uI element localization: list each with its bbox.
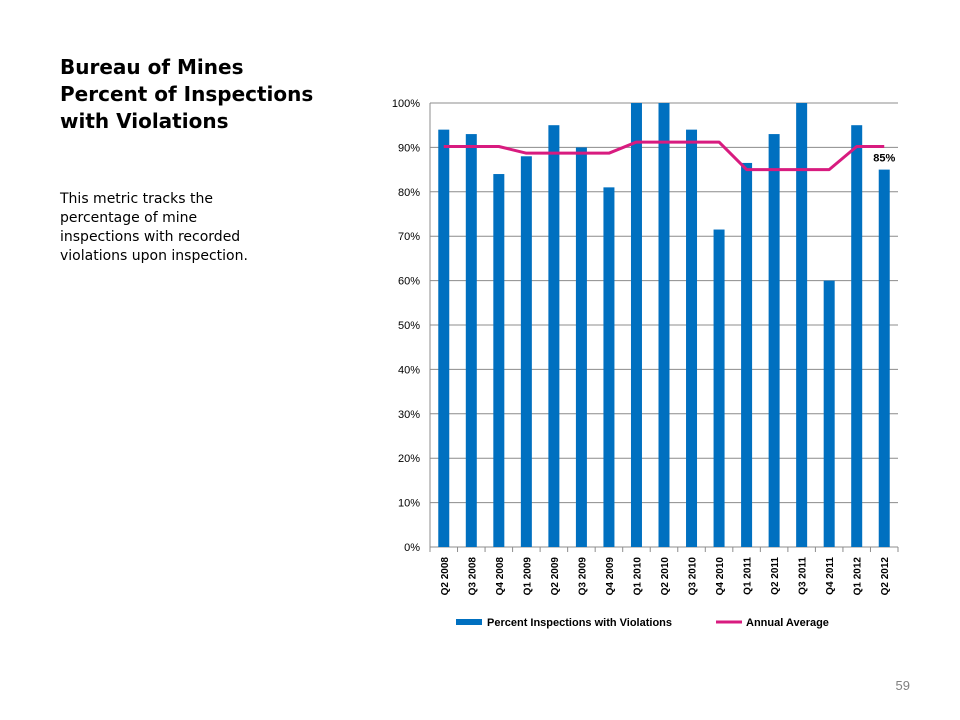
bar — [686, 129, 698, 547]
x-tick-label: Q4 2010 — [715, 557, 726, 596]
x-tick-label: Q2 2011 — [770, 557, 781, 595]
bar — [575, 147, 587, 547]
y-tick-label: 20% — [398, 453, 420, 465]
title-line-1: Bureau of Mines — [60, 55, 244, 79]
bar — [741, 162, 753, 547]
data-label: 85% — [873, 153, 895, 165]
x-tick-label: Q1 2009 — [522, 557, 533, 596]
bar — [465, 134, 477, 547]
slide-title: Bureau of Mines Percent of Inspections w… — [60, 54, 360, 135]
y-tick-label: 80% — [398, 187, 420, 199]
bar — [823, 280, 835, 547]
legend-bar-label: Percent Inspections with Violations — [487, 617, 672, 629]
page-number: 59 — [895, 678, 910, 693]
bar — [851, 125, 863, 547]
bar — [658, 103, 670, 547]
metric-description: This metric tracks the percentage of min… — [60, 191, 248, 264]
bar — [796, 103, 808, 547]
y-tick-label: 100% — [392, 98, 420, 110]
x-tick-label: Q1 2012 — [853, 557, 864, 596]
y-tick-label: 70% — [398, 231, 420, 243]
y-tick-label: 30% — [398, 409, 420, 421]
title-line-3: with Violations — [60, 109, 229, 133]
bar — [630, 103, 642, 547]
bar — [603, 187, 615, 548]
y-tick-label: 40% — [398, 364, 420, 376]
x-tick-label: Q2 2010 — [660, 557, 671, 596]
x-tick-label: Q1 2010 — [632, 557, 643, 596]
x-tick-label: Q1 2011 — [743, 557, 754, 595]
x-tick-label: Q2 2009 — [550, 557, 561, 596]
bar — [768, 134, 780, 547]
x-tick-label: Q3 2008 — [467, 557, 478, 596]
y-tick-label: 60% — [398, 276, 420, 288]
bar — [713, 229, 725, 548]
x-tick-label: Q4 2011 — [825, 557, 836, 595]
bar — [520, 156, 532, 547]
bar — [493, 174, 505, 548]
x-tick-label: Q2 2008 — [440, 557, 451, 596]
x-tick-label: Q4 2009 — [605, 557, 616, 596]
x-tick-label: Q4 2008 — [495, 557, 506, 596]
title-line-2: Percent of Inspections — [60, 82, 314, 106]
x-tick-label: Q3 2009 — [577, 557, 588, 596]
x-tick-label: Q3 2011 — [798, 557, 809, 595]
y-tick-label: 90% — [398, 142, 420, 154]
bar — [878, 169, 890, 547]
y-tick-label: 0% — [404, 542, 420, 554]
y-tick-label: 50% — [398, 320, 420, 332]
bar — [548, 125, 560, 547]
legend-line-label: Annual Average — [746, 617, 829, 629]
x-tick-label: Q3 2010 — [688, 557, 699, 596]
y-tick-label: 10% — [398, 498, 420, 510]
annual-average-line — [443, 140, 885, 172]
legend-bar-swatch — [456, 619, 482, 625]
x-tick-label: Q2 2012 — [880, 557, 891, 596]
bar — [438, 129, 450, 547]
